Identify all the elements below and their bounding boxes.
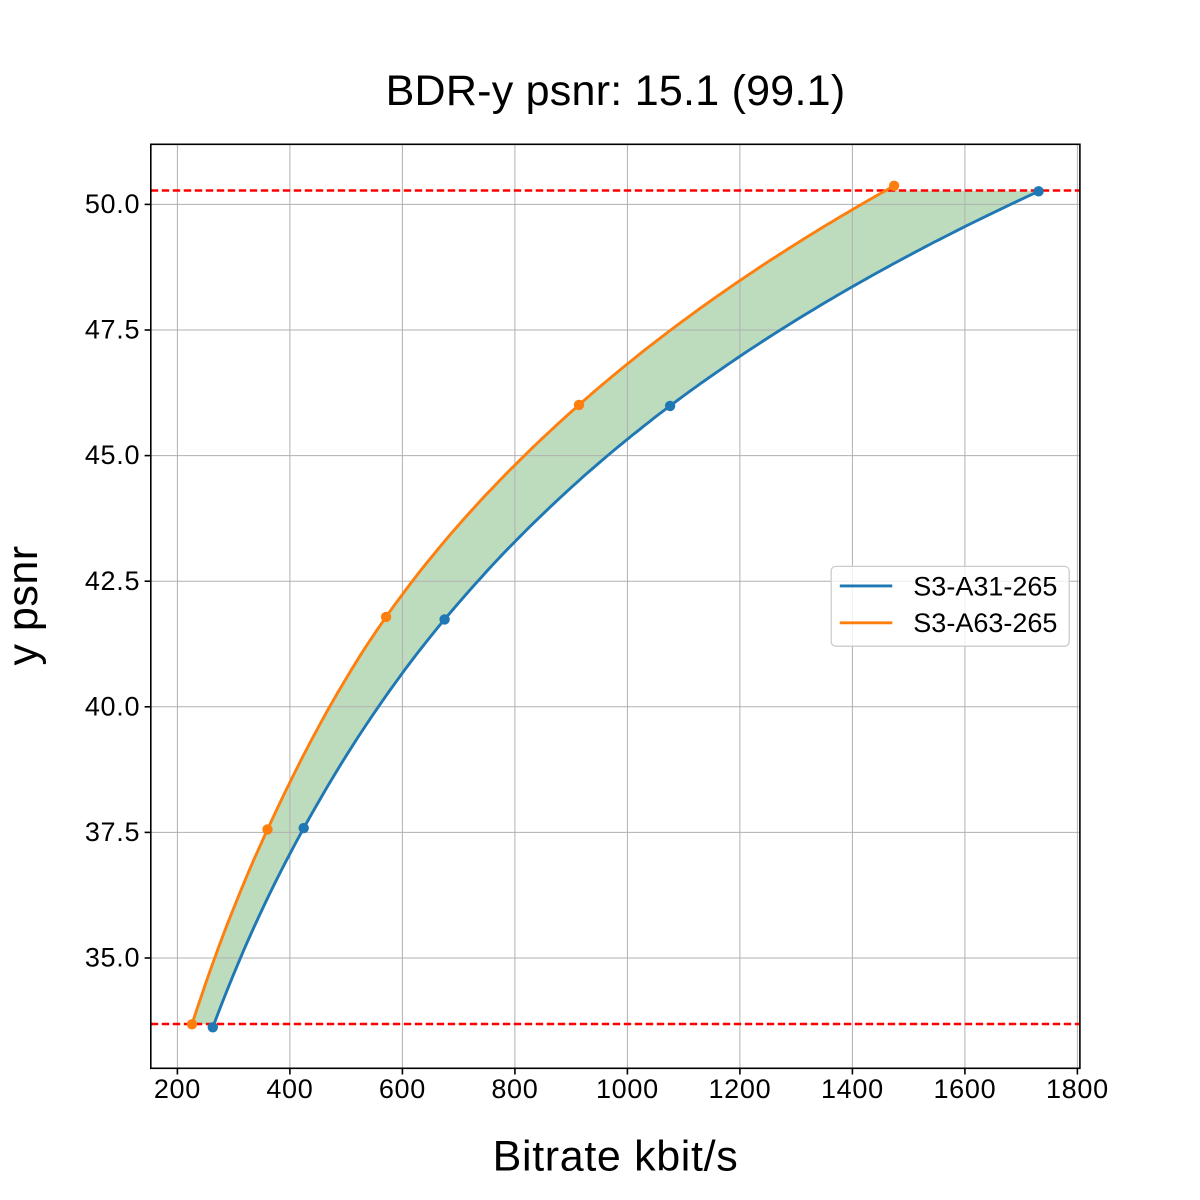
svg-text:S3-A31-265: S3-A31-265 (913, 572, 1057, 602)
svg-text:1800: 1800 (1046, 1074, 1109, 1104)
svg-text:y psnr: y psnr (0, 545, 47, 665)
svg-text:35.0: 35.0 (85, 943, 140, 973)
svg-text:Bitrate kbit/s: Bitrate kbit/s (493, 1133, 739, 1181)
svg-text:200: 200 (154, 1074, 201, 1104)
svg-text:42.5: 42.5 (85, 566, 140, 596)
svg-text:1200: 1200 (708, 1074, 771, 1104)
svg-text:400: 400 (266, 1074, 313, 1104)
svg-text:45.0: 45.0 (85, 440, 140, 470)
svg-text:40.0: 40.0 (85, 691, 140, 721)
svg-text:37.5: 37.5 (85, 817, 140, 847)
svg-text:47.5: 47.5 (85, 315, 140, 345)
svg-text:S3-A63-265: S3-A63-265 (913, 608, 1057, 638)
svg-text:600: 600 (379, 1074, 426, 1104)
svg-text:1400: 1400 (821, 1074, 884, 1104)
svg-text:1000: 1000 (596, 1074, 659, 1104)
svg-text:BDR-y psnr: 15.1 (99.1): BDR-y psnr: 15.1 (99.1) (386, 67, 846, 115)
svg-text:800: 800 (491, 1074, 538, 1104)
svg-text:1600: 1600 (933, 1074, 996, 1104)
svg-text:50.0: 50.0 (85, 189, 140, 219)
